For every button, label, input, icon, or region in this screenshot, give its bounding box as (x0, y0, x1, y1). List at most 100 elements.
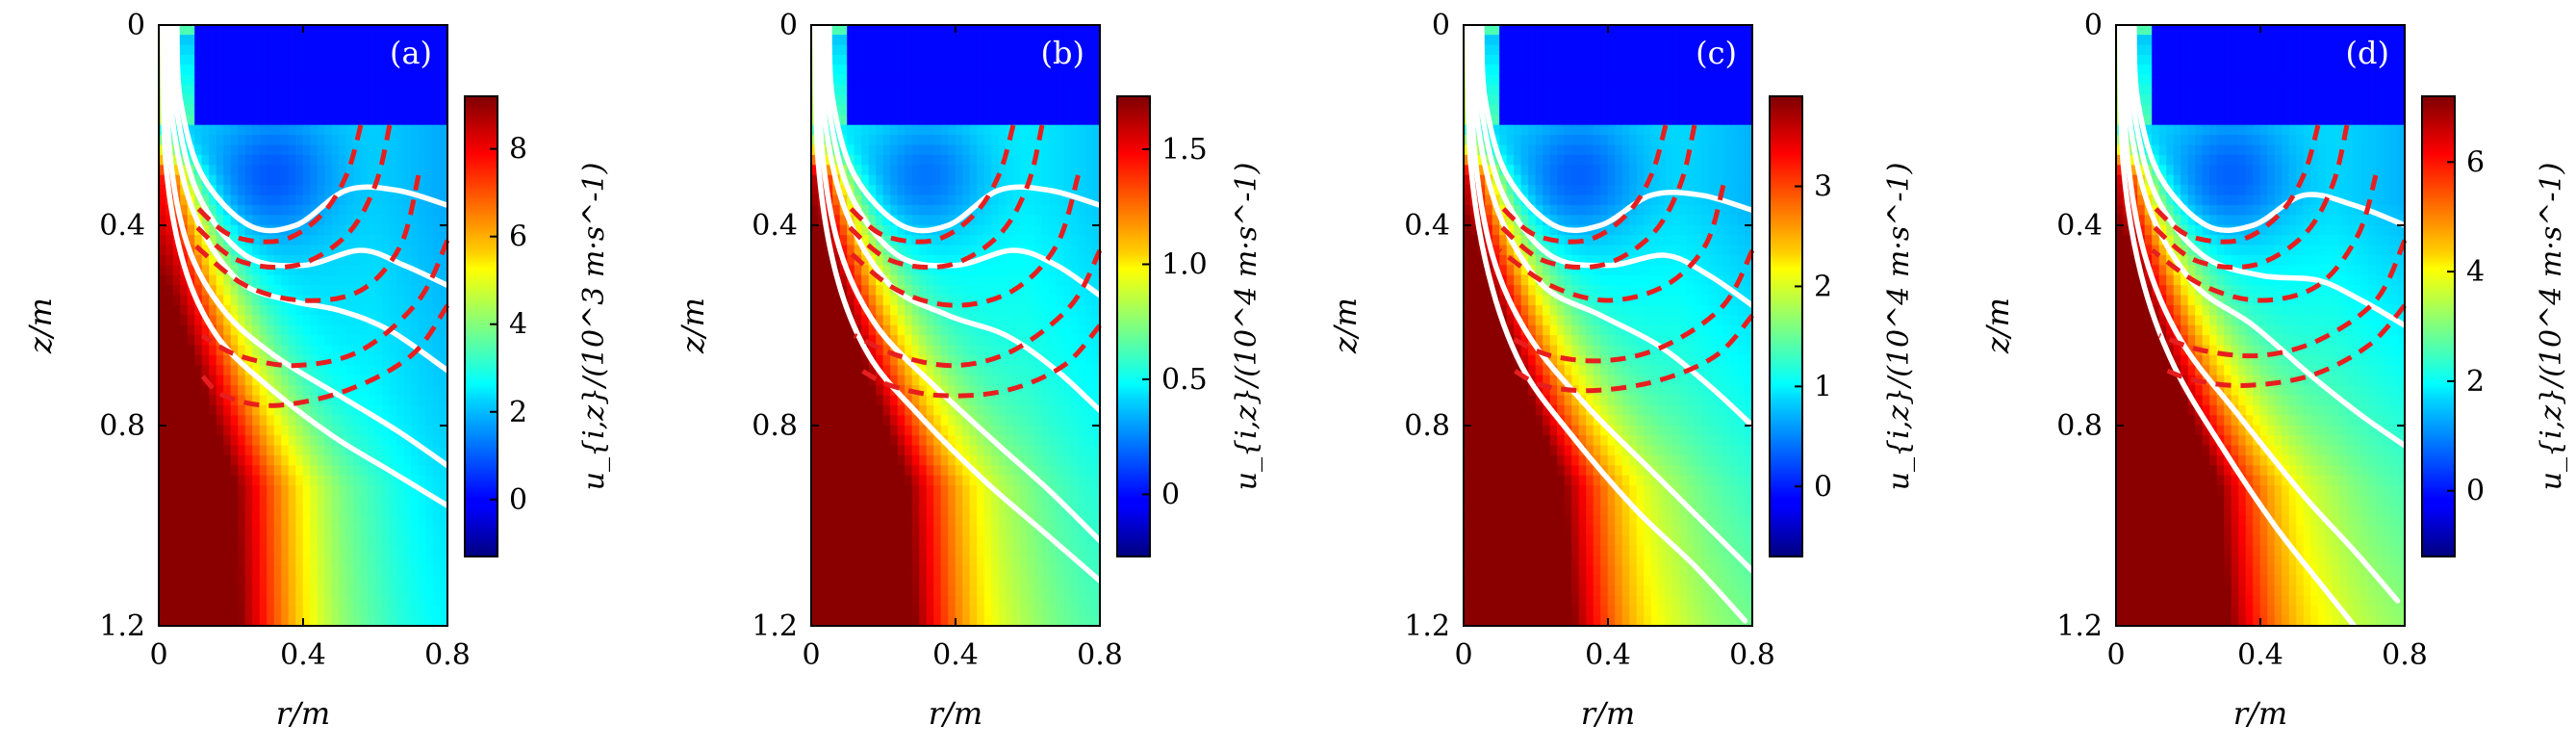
heatmap-cell (281, 535, 290, 547)
heatmap-cell (180, 555, 189, 567)
heatmap-cell (418, 285, 426, 297)
heatmap-cell (302, 124, 311, 136)
heatmap-cell (955, 54, 963, 66)
heatmap-cell (882, 215, 891, 226)
heatmap-cell (991, 525, 1000, 536)
heatmap-cell (389, 245, 397, 256)
heatmap-cell (345, 324, 354, 336)
heatmap-cell (368, 545, 376, 557)
heatmap-cell (310, 525, 319, 536)
heatmap-cell (302, 285, 311, 297)
heatmap-cell (1020, 104, 1029, 117)
heatmap-cell (1070, 245, 1079, 256)
x-axis-label: r/m (276, 695, 330, 732)
heatmap-cell (418, 35, 426, 46)
heatmap-cell (1056, 515, 1064, 527)
heatmap-cell (345, 515, 354, 527)
heatmap-cell (832, 555, 841, 567)
heatmap-cell (187, 425, 195, 436)
heatmap-cell (172, 285, 181, 297)
heatmap-cell (201, 365, 210, 376)
heatmap-cell (223, 24, 232, 36)
heatmap-cell (1092, 295, 1101, 306)
heatmap-cell (1078, 35, 1086, 46)
heatmap-cell (310, 74, 319, 86)
heatmap-cell (317, 505, 325, 517)
heatmap-cell (389, 135, 397, 146)
heatmap-cell (882, 144, 891, 156)
heatmap-cell (166, 315, 174, 326)
heatmap-cell (382, 24, 391, 36)
heatmap-cell (890, 204, 899, 217)
heatmap-cell (374, 385, 383, 397)
heatmap-cell (1084, 24, 1093, 36)
heatmap-cell (897, 375, 905, 386)
heatmap-cell (396, 615, 405, 627)
heatmap-cell (382, 154, 391, 167)
heatmap-cell (847, 585, 855, 597)
heatmap-cell (847, 475, 855, 486)
heatmap-cell (1020, 94, 1029, 106)
heatmap-cell (201, 615, 210, 627)
heatmap-cell (948, 254, 956, 267)
heatmap-cell (1084, 375, 1093, 386)
heatmap-cell (1084, 475, 1093, 486)
heatmap-cell (238, 54, 246, 66)
heatmap-cell (360, 505, 369, 517)
heatmap-cell (1470, 385, 1479, 397)
heatmap-cell (854, 375, 862, 386)
heatmap-cell (230, 245, 239, 256)
heatmap-cell (194, 315, 203, 326)
heatmap-cell (194, 85, 203, 96)
heatmap-cell (1020, 385, 1029, 397)
heatmap-cell (331, 354, 340, 367)
heatmap-cell (940, 24, 949, 36)
heatmap-cell (839, 265, 848, 276)
heatmap-cell (432, 124, 441, 136)
heatmap-cell (1027, 485, 1035, 497)
heatmap-cell (180, 345, 189, 356)
heatmap-cell (382, 115, 391, 126)
heatmap-cell (905, 555, 913, 567)
heatmap-cell (216, 315, 224, 326)
heatmap-cell (302, 595, 311, 607)
heatmap-cell (440, 415, 448, 427)
heatmap-cell (374, 24, 383, 36)
heatmap-cell (339, 165, 347, 176)
heatmap-cell (331, 185, 340, 196)
heatmap-cell (158, 485, 166, 497)
streamline (163, 22, 450, 469)
heatmap-cell (1020, 475, 1029, 486)
heatmap-cell (969, 304, 978, 317)
heatmap-cell (331, 365, 340, 376)
heatmap-cell (926, 65, 934, 76)
heatmap-cell (1463, 335, 1471, 347)
heatmap-cell (854, 535, 862, 547)
heatmap-cell (810, 425, 819, 436)
heatmap-cell (1012, 365, 1021, 376)
heatmap-cell (317, 285, 325, 297)
heatmap-cell (374, 65, 383, 76)
heatmap-cell (382, 385, 391, 397)
heatmap-cell (1034, 605, 1043, 617)
heatmap-cell (1063, 94, 1072, 106)
heatmap-cell (252, 54, 261, 66)
heatmap-cell (962, 615, 971, 627)
heatmap-cell (905, 565, 913, 577)
heatmap-cell (389, 235, 397, 246)
heatmap-cell (861, 585, 870, 597)
heatmap-cell (962, 495, 971, 506)
heatmap-cell (238, 194, 246, 206)
heatmap-cell (1012, 304, 1021, 317)
heatmap-cell (389, 515, 397, 527)
heatmap-cell (926, 505, 934, 517)
heatmap-cell (897, 585, 905, 597)
heatmap-cell (425, 44, 434, 56)
heatmap-cell (991, 285, 1000, 297)
heatmap-cell (201, 265, 210, 276)
heatmap-cell (230, 65, 239, 76)
heatmap-cell (847, 265, 855, 276)
heatmap-cell (267, 415, 275, 427)
heatmap-cell (1070, 595, 1079, 607)
heatmap-cell (425, 595, 434, 607)
